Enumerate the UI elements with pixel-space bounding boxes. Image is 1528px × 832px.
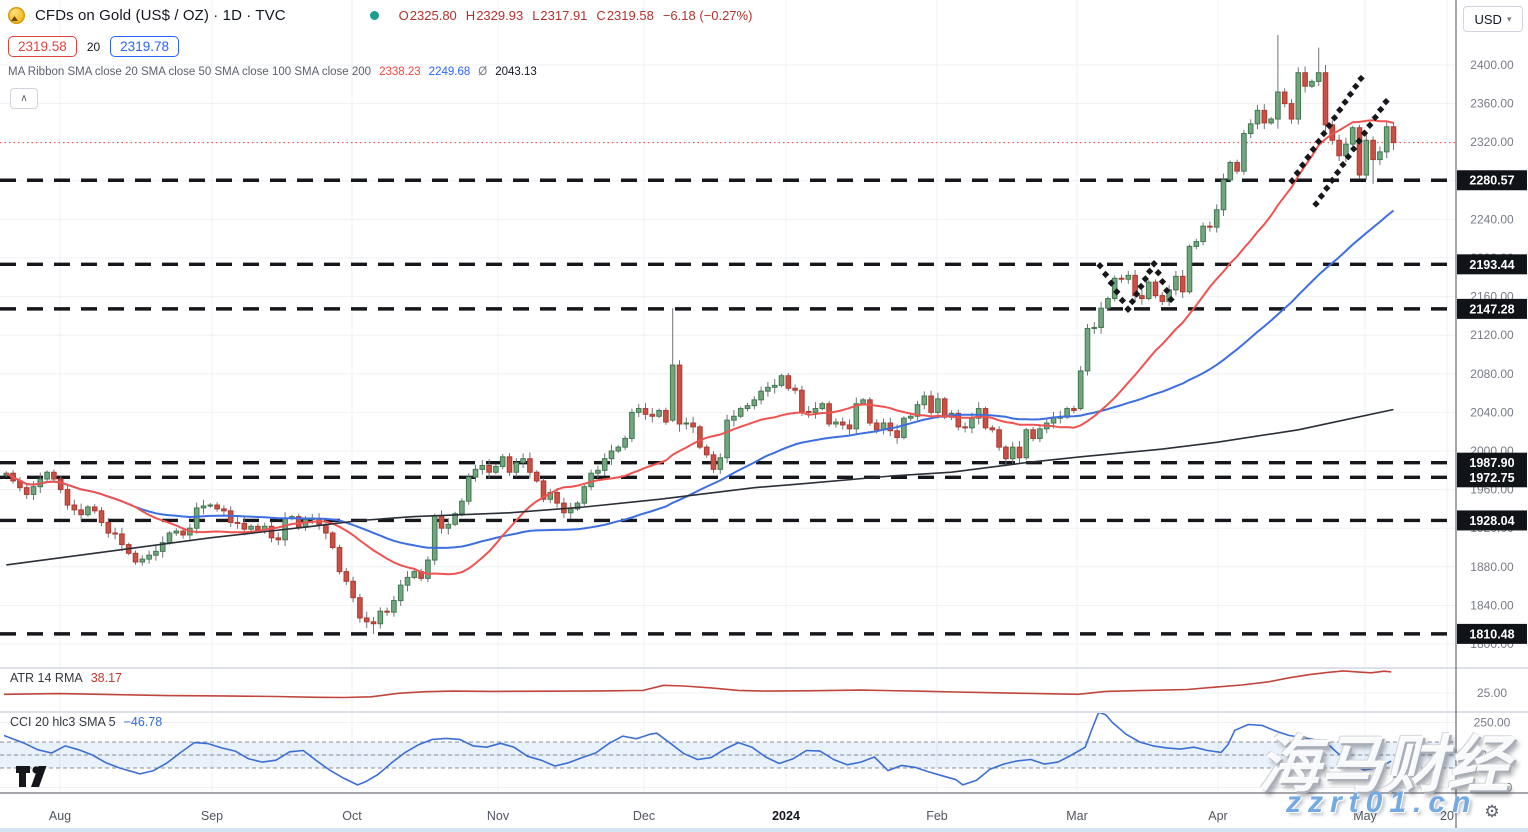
gear-icon: ⚙	[1484, 802, 1500, 821]
svg-text:2024: 2024	[772, 809, 800, 823]
svg-text:1840.00: 1840.00	[1470, 598, 1514, 612]
svg-text:2240.00: 2240.00	[1470, 212, 1514, 226]
sma50-value: 2249.68	[428, 66, 471, 78]
chevron-up-icon: ∧	[20, 93, 28, 104]
sma200-value: 2043.13	[495, 66, 537, 78]
timeaxis-settings-button[interactable]: ⚙	[1458, 795, 1526, 829]
cci-band	[0, 741, 1455, 769]
high-value: 2329.93	[476, 8, 524, 23]
open-value: 2325.80	[409, 8, 457, 23]
cci-legend[interactable]: CCI 20 hlc3 SMA 5 −46.78	[10, 715, 162, 729]
low-value: 2317.91	[540, 8, 588, 23]
svg-text:Sep: Sep	[201, 809, 223, 823]
time-axis[interactable]: Aug Sep Oct Nov Dec 2024 Feb Mar Apr May 20	[49, 809, 1454, 823]
svg-text:2280.57: 2280.57	[1469, 174, 1514, 188]
cci-line	[3, 711, 1392, 786]
svg-text:20: 20	[1440, 809, 1454, 823]
svg-text:Oct: Oct	[342, 809, 362, 823]
sma20-line	[5, 119, 1394, 576]
candles-layer	[3, 35, 1397, 634]
trade-buttons: 2319.58 20 2319.78	[8, 36, 179, 57]
svg-text:25.00: 25.00	[1477, 686, 1507, 700]
atr-legend[interactable]: ATR 14 RMA 38.17	[10, 671, 122, 685]
level-price-chip	[1457, 623, 1527, 644]
gold-coin-icon	[8, 7, 25, 24]
tradingview-logo-icon	[16, 766, 47, 787]
svg-text:2120.00: 2120.00	[1470, 328, 1514, 342]
change-value: −6.18 (−0.27%)	[662, 8, 753, 23]
close-value: 2319.58	[606, 8, 654, 23]
svg-text:1880.00: 1880.00	[1470, 560, 1514, 574]
svg-text:0.00: 0.00	[1480, 748, 1504, 762]
collapse-legend-button[interactable]: ∧	[10, 88, 38, 109]
svg-text:Dec: Dec	[633, 809, 655, 823]
buy-price-button[interactable]: 2319.78	[110, 36, 179, 57]
svg-text:2040.00: 2040.00	[1470, 405, 1514, 419]
svg-text:May: May	[1353, 809, 1377, 823]
svg-text:-250.00: -250.00	[1472, 781, 1513, 795]
high-label: H	[465, 8, 476, 23]
sma20-value: 2338.23	[379, 66, 421, 78]
svg-text:Apr: Apr	[1208, 809, 1227, 823]
tradingview-logo[interactable]	[16, 766, 50, 793]
svg-text:Nov: Nov	[487, 809, 510, 823]
atr-value: 38.17	[90, 671, 122, 685]
window-bottom-strip	[0, 828, 1528, 832]
svg-text:2400.00: 2400.00	[1470, 58, 1514, 72]
open-label: O	[398, 8, 409, 23]
svg-text:1972.75: 1972.75	[1469, 471, 1514, 485]
currency-selector[interactable]: USD ▾	[1463, 6, 1523, 32]
ohlc-values: O 2325.80 H 2329.93 L 2317.91 C 2319.58 −6.1…	[399, 8, 753, 23]
svg-text:2320.00: 2320.00	[1470, 135, 1514, 149]
svg-text:1928.04: 1928.04	[1469, 514, 1514, 528]
svg-text:2193.44: 2193.44	[1469, 258, 1514, 272]
symbol-header: CFDs on Gold (US$ / OZ) · 1D · TVC O 2325…	[8, 7, 752, 24]
sell-price-button[interactable]: 2319.58	[8, 36, 77, 57]
svg-text:2080.00: 2080.00	[1470, 367, 1514, 381]
cci-value: −46.78	[123, 715, 163, 729]
level-lines-layer	[0, 178, 1455, 636]
symbol-title[interactable]: CFDs on Gold (US$ / OZ) · 1D · TVC	[35, 7, 286, 24]
currency-label: USD	[1474, 11, 1502, 27]
svg-text:1810.48: 1810.48	[1469, 627, 1514, 641]
level-price-chip	[1457, 298, 1527, 319]
sma100-empty-value: Ø	[478, 66, 488, 78]
price-axis[interactable]: 1800.001840.001880.001920.001960.002000.…	[1457, 58, 1527, 795]
cci-label: CCI 20 hlc3 SMA 5	[10, 715, 116, 729]
sma50-line	[5, 209, 1395, 549]
svg-text:Aug: Aug	[49, 809, 71, 823]
svg-text:Feb: Feb	[926, 809, 948, 823]
atr-label: ATR 14 RMA	[10, 671, 83, 685]
sma200-line	[6, 408, 1394, 566]
spread-value: 20	[86, 39, 101, 54]
level-price-chip	[1457, 254, 1527, 275]
ma-ribbon-legend[interactable]: MA Ribbon SMA close 20 SMA close 50 SMA …	[8, 66, 537, 78]
svg-text:2360.00: 2360.00	[1470, 97, 1514, 111]
dotted-annotations	[1096, 74, 1390, 313]
close-label: C	[596, 8, 606, 23]
ma-ribbon-label: MA Ribbon SMA close 20 SMA close 50 SMA …	[8, 66, 372, 78]
gridlines-layer	[0, 0, 1455, 793]
level-price-chip	[1457, 467, 1527, 488]
atr-line	[3, 670, 1392, 699]
level-price-chip	[1457, 510, 1527, 531]
low-label: L	[532, 8, 540, 23]
svg-text:1987.90: 1987.90	[1469, 456, 1514, 470]
svg-text:2147.28: 2147.28	[1469, 302, 1514, 316]
chevron-down-icon: ▾	[1506, 13, 1512, 24]
level-price-chip	[1457, 170, 1527, 191]
svg-text:250.00: 250.00	[1474, 716, 1511, 730]
svg-text:Mar: Mar	[1066, 809, 1088, 823]
market-status-icon[interactable]	[369, 11, 379, 20]
